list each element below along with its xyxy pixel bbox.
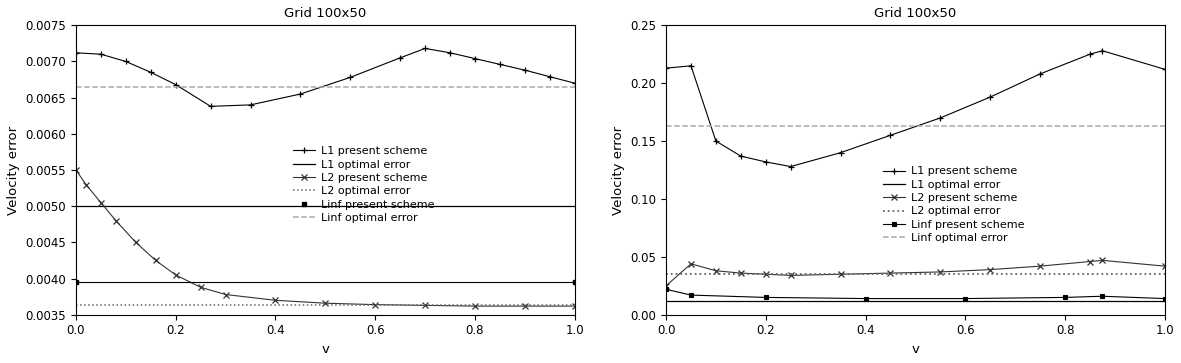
Line: L2 present scheme: L2 present scheme [73,167,578,309]
L1 present scheme [568,81,582,85]
Linf present scheme [1095,294,1109,298]
L1 present scheme [293,92,307,96]
L1 present scheme [883,133,898,138]
L2 present scheme [1095,258,1109,262]
Title: Grid 100x50: Grid 100x50 [874,7,957,20]
L2 present scheme [1033,264,1048,268]
L1 present scheme [243,103,257,107]
L1 present scheme [784,164,798,169]
L1 present scheme [709,139,723,143]
Legend: L1 present scheme, L1 optimal error, L2 present scheme, L2 optimal error, Linf p: L1 present scheme, L1 optimal error, L2 … [881,164,1026,245]
L1 present scheme [418,46,432,50]
L1 present scheme [983,95,997,99]
L2 present scheme [709,269,723,273]
Line: Linf present scheme: Linf present scheme [664,287,1167,301]
L1 present scheme [517,68,531,72]
L2 present scheme [418,303,432,307]
L1 present scheme [393,56,407,60]
Linf present scheme [684,293,698,297]
L2 present scheme [129,240,143,245]
L2 present scheme [68,168,83,172]
L1 present scheme [119,59,133,64]
L1 present scheme [144,70,158,74]
L2 present scheme [194,285,208,289]
L2 present scheme [784,273,798,278]
L2 present scheme [468,304,482,308]
L2 present scheme [733,271,748,275]
L1 present scheme [344,75,358,79]
L1 present scheme [933,116,947,120]
L2 present scheme [933,270,947,274]
Linf present scheme [659,287,673,291]
L1 present scheme [1083,52,1097,56]
L1 present scheme [684,64,698,68]
L1 present scheme [733,154,748,158]
L2 present scheme [268,298,282,302]
L2 present scheme [983,268,997,272]
L2 present scheme [758,272,772,277]
Title: Grid 100x50: Grid 100x50 [285,7,366,20]
Legend: L1 present scheme, L1 optimal error, L2 present scheme, L2 optimal error, Linf p: L1 present scheme, L1 optimal error, L2 … [291,144,437,225]
L1 present scheme [169,82,183,87]
L2 present scheme [318,301,332,305]
L2 present scheme [93,200,107,205]
Line: L1 present scheme: L1 present scheme [73,46,578,109]
L2 present scheme [169,273,183,277]
L2 present scheme [568,304,582,308]
L2 present scheme [368,302,383,307]
L2 present scheme [79,182,93,187]
X-axis label: v: v [321,343,329,356]
Line: L2 present scheme: L2 present scheme [664,258,1168,289]
L1 present scheme [758,160,772,164]
L1 present scheme [834,151,848,155]
X-axis label: v: v [912,343,919,356]
Linf present scheme [758,295,772,299]
L2 present scheme [834,272,848,277]
L1 present scheme [203,104,217,109]
L2 present scheme [1083,259,1097,264]
L1 present scheme [93,52,107,56]
L1 present scheme [1033,72,1048,76]
Y-axis label: Velocity error: Velocity error [7,126,20,215]
Y-axis label: Velocity error: Velocity error [612,126,625,215]
L2 present scheme [659,284,673,288]
L2 present scheme [149,258,163,263]
Linf present scheme [859,296,873,301]
L1 present scheme [468,56,482,61]
L2 present scheme [1157,264,1172,268]
Linf present scheme [1058,295,1072,299]
L1 present scheme [542,74,556,79]
L2 present scheme [218,292,233,297]
L1 present scheme [492,62,507,66]
Linf present scheme [958,296,972,301]
L1 present scheme [68,50,83,55]
L2 present scheme [109,219,123,223]
Line: L1 present scheme: L1 present scheme [664,48,1168,169]
L1 present scheme [1095,49,1109,53]
L2 present scheme [883,271,898,275]
L1 present scheme [443,50,457,55]
L2 present scheme [517,304,531,308]
L2 present scheme [684,262,698,266]
Linf present scheme [1157,296,1172,301]
L1 present scheme [1157,67,1172,72]
L1 present scheme [659,66,673,70]
